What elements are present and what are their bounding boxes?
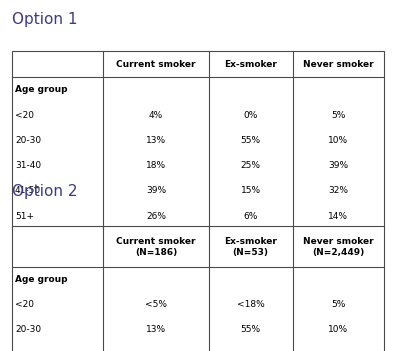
Text: 6%: 6% <box>244 212 258 221</box>
Text: Never smoker: Never smoker <box>303 60 374 68</box>
Text: 5%: 5% <box>331 111 345 120</box>
Text: 32%: 32% <box>328 186 348 196</box>
Text: 14%: 14% <box>328 212 348 221</box>
Text: Ex-smoker: Ex-smoker <box>224 60 277 68</box>
Text: 13%: 13% <box>146 325 166 335</box>
Text: 51+: 51+ <box>15 212 34 221</box>
Text: 4%: 4% <box>149 111 163 120</box>
Text: 10%: 10% <box>328 136 348 145</box>
Text: 55%: 55% <box>240 325 261 335</box>
Text: 39%: 39% <box>328 161 348 170</box>
Text: 10%: 10% <box>328 325 348 335</box>
Text: <20: <20 <box>15 111 34 120</box>
Text: 0%: 0% <box>244 111 258 120</box>
Bar <box>12 51 384 229</box>
Text: Never smoker
(N=2,449): Never smoker (N=2,449) <box>303 237 374 257</box>
Text: 5%: 5% <box>331 300 345 309</box>
Text: <18%: <18% <box>237 300 265 309</box>
Text: 15%: 15% <box>240 186 261 196</box>
Text: Option 2: Option 2 <box>12 184 77 199</box>
Text: 20-30: 20-30 <box>15 325 41 335</box>
Text: 55%: 55% <box>240 136 261 145</box>
Text: Ex-smoker
(N=53): Ex-smoker (N=53) <box>224 237 277 257</box>
Text: Age group: Age group <box>15 85 68 94</box>
Text: Current smoker: Current smoker <box>116 60 196 68</box>
Text: 39%: 39% <box>146 186 166 196</box>
Text: <20: <20 <box>15 300 34 309</box>
Text: 41-50: 41-50 <box>15 186 41 196</box>
Text: Option 1: Option 1 <box>12 12 77 27</box>
Text: 13%: 13% <box>146 136 166 145</box>
Bar <box>12 226 384 351</box>
Text: 18%: 18% <box>146 161 166 170</box>
Text: 25%: 25% <box>241 161 261 170</box>
Text: Current smoker
(N=186): Current smoker (N=186) <box>116 237 196 257</box>
Text: 26%: 26% <box>146 212 166 221</box>
Text: 20-30: 20-30 <box>15 136 41 145</box>
Text: <5%: <5% <box>145 300 167 309</box>
Text: Age group: Age group <box>15 275 68 284</box>
Text: 31-40: 31-40 <box>15 161 41 170</box>
